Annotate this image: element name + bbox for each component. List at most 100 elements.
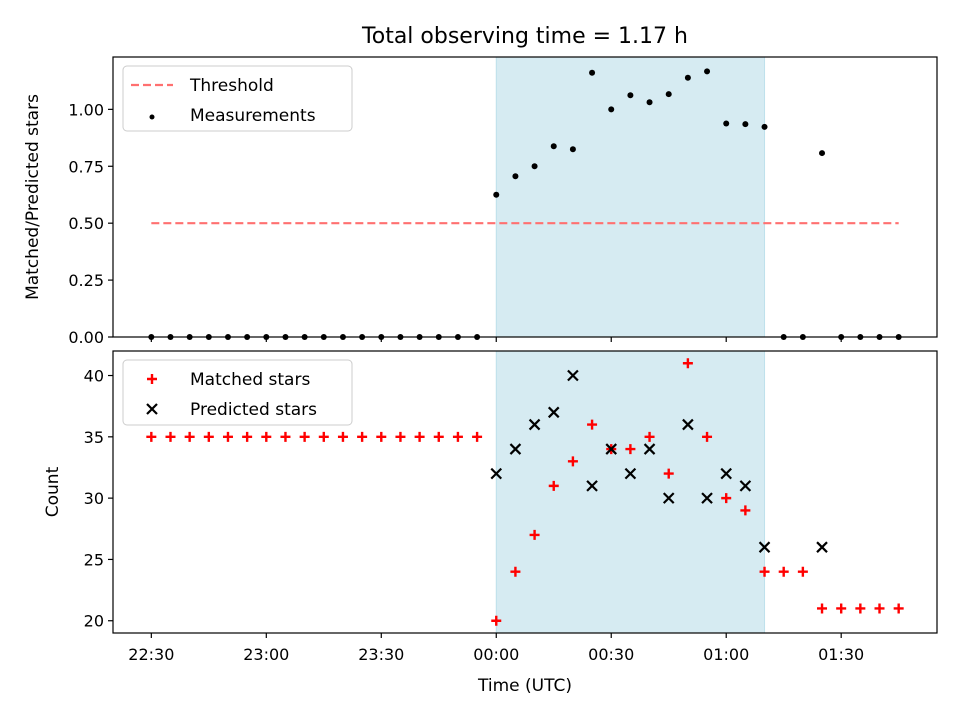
legend-label: Predicted stars	[190, 400, 317, 420]
matched-star-point	[146, 431, 157, 442]
matched-star-point	[682, 358, 693, 369]
measurement-point	[665, 91, 672, 98]
legend: Threshold Measurements	[122, 65, 353, 132]
measurement-point	[531, 163, 538, 170]
predicted-star-point	[490, 467, 503, 480]
predicted-star-point	[528, 418, 541, 431]
predicted-star-point	[816, 541, 828, 553]
matched-star-point	[740, 505, 751, 516]
matched-star-point	[337, 431, 348, 442]
observing-window	[495, 350, 766, 634]
x-tick-label: 23:30	[358, 645, 404, 664]
measurement-point	[589, 69, 596, 76]
y-axis-label: Count	[43, 466, 63, 517]
measurement-point	[512, 173, 519, 180]
y-tick-label: 20	[84, 612, 104, 631]
matched-star-point	[644, 431, 655, 442]
matched-star-point	[242, 431, 253, 442]
matched-star-point	[702, 431, 713, 442]
y-tick-label: 0.00	[68, 328, 104, 347]
predicted-star-point	[567, 369, 579, 382]
matched-star-point	[261, 431, 272, 442]
matched-star-point	[222, 431, 233, 442]
count-panel: 20 25 30 35 40 22:30 23:00 23:30 00:00 00:30 01:00…	[43, 350, 938, 664]
x-tick-label: 00:00	[473, 645, 519, 664]
axes-frame	[112, 56, 938, 338]
predicted-star-point	[701, 492, 713, 504]
predicted-star-point	[605, 443, 618, 455]
y-tick-label: 25	[84, 550, 104, 569]
legend-box	[122, 65, 353, 132]
matched-star-point	[797, 566, 808, 577]
matched-star-point	[893, 603, 904, 614]
y-tick-label: 35	[84, 428, 104, 447]
matched-star-point	[817, 603, 828, 614]
matched-star-point	[280, 431, 291, 442]
measurement-point	[761, 123, 768, 130]
matched-star-point	[529, 529, 540, 540]
predicted-star-point	[586, 480, 598, 492]
matched-star-point	[433, 431, 444, 442]
legend-box	[122, 359, 353, 426]
y-tick-label: 40	[84, 367, 104, 386]
matched-star-point	[184, 431, 195, 442]
predicted-star-point	[662, 492, 675, 504]
x-tick-label: 23:00	[243, 645, 289, 664]
measurement-point	[569, 146, 576, 153]
y-tick-label: 1.00	[68, 100, 104, 119]
x-axis-label: Time (UTC)	[477, 676, 572, 696]
matched-star-point	[452, 431, 463, 442]
matched-star-point	[491, 615, 502, 626]
matched-star-point	[587, 419, 598, 430]
matched-star-point	[548, 480, 559, 491]
matched-star-point	[567, 456, 578, 467]
matched-star-point	[395, 431, 406, 442]
y-tick-label: 0.75	[68, 157, 104, 176]
measurement-point	[608, 106, 615, 113]
matched-star-point	[510, 566, 521, 577]
matched-star-point	[663, 468, 674, 479]
measurement-point	[627, 92, 634, 99]
measurement-point	[684, 74, 691, 81]
matched-star-point	[759, 566, 770, 577]
measurement-point	[493, 191, 500, 198]
matched-star-point	[855, 603, 866, 614]
x-tick-label: 22:30	[128, 645, 174, 664]
matched-star-point	[357, 431, 368, 442]
ratio-panel: 0.00 0.25 0.50 0.75 1.00 Matched/Predicted st…	[23, 56, 938, 347]
matched-star-point	[836, 603, 847, 614]
matched-star-point	[721, 493, 732, 504]
y-tick-label: 30	[84, 489, 104, 508]
matched-star-point	[414, 431, 425, 442]
x-tick-label: 01:30	[818, 645, 864, 664]
predicted-star-point	[624, 467, 637, 480]
measurement-point	[704, 68, 711, 75]
matched-star-point	[165, 431, 176, 442]
measurement-point	[550, 143, 557, 150]
x-tick-label: 01:00	[703, 645, 749, 664]
predicted-star-point	[643, 443, 656, 455]
matched-star-point	[318, 431, 329, 442]
predicted-star-point	[758, 541, 771, 553]
predicted-star-point	[682, 418, 694, 431]
legend-predicted-swatch	[146, 403, 158, 415]
matched-star-point	[874, 603, 885, 614]
predicted-star-point	[739, 480, 752, 492]
y-tick-label: 0.25	[68, 271, 104, 290]
observing-window	[495, 56, 766, 338]
measurement-point	[819, 150, 826, 157]
matched-star-point	[472, 431, 483, 442]
measurement-point	[742, 121, 749, 128]
legend-measurements-swatch	[149, 114, 155, 120]
predicted-star-point	[720, 467, 732, 480]
axes-frame	[112, 350, 938, 634]
legend-label: Threshold	[189, 76, 274, 96]
legend: Matched stars Predicted stars	[122, 359, 353, 426]
measurement-point	[646, 99, 653, 106]
predicted-star-point	[547, 406, 560, 419]
legend-label: Matched stars	[190, 370, 310, 390]
y-axis-label: Matched/Predicted stars	[23, 94, 43, 300]
matched-star-point	[376, 431, 387, 442]
matched-star-point	[203, 431, 214, 442]
